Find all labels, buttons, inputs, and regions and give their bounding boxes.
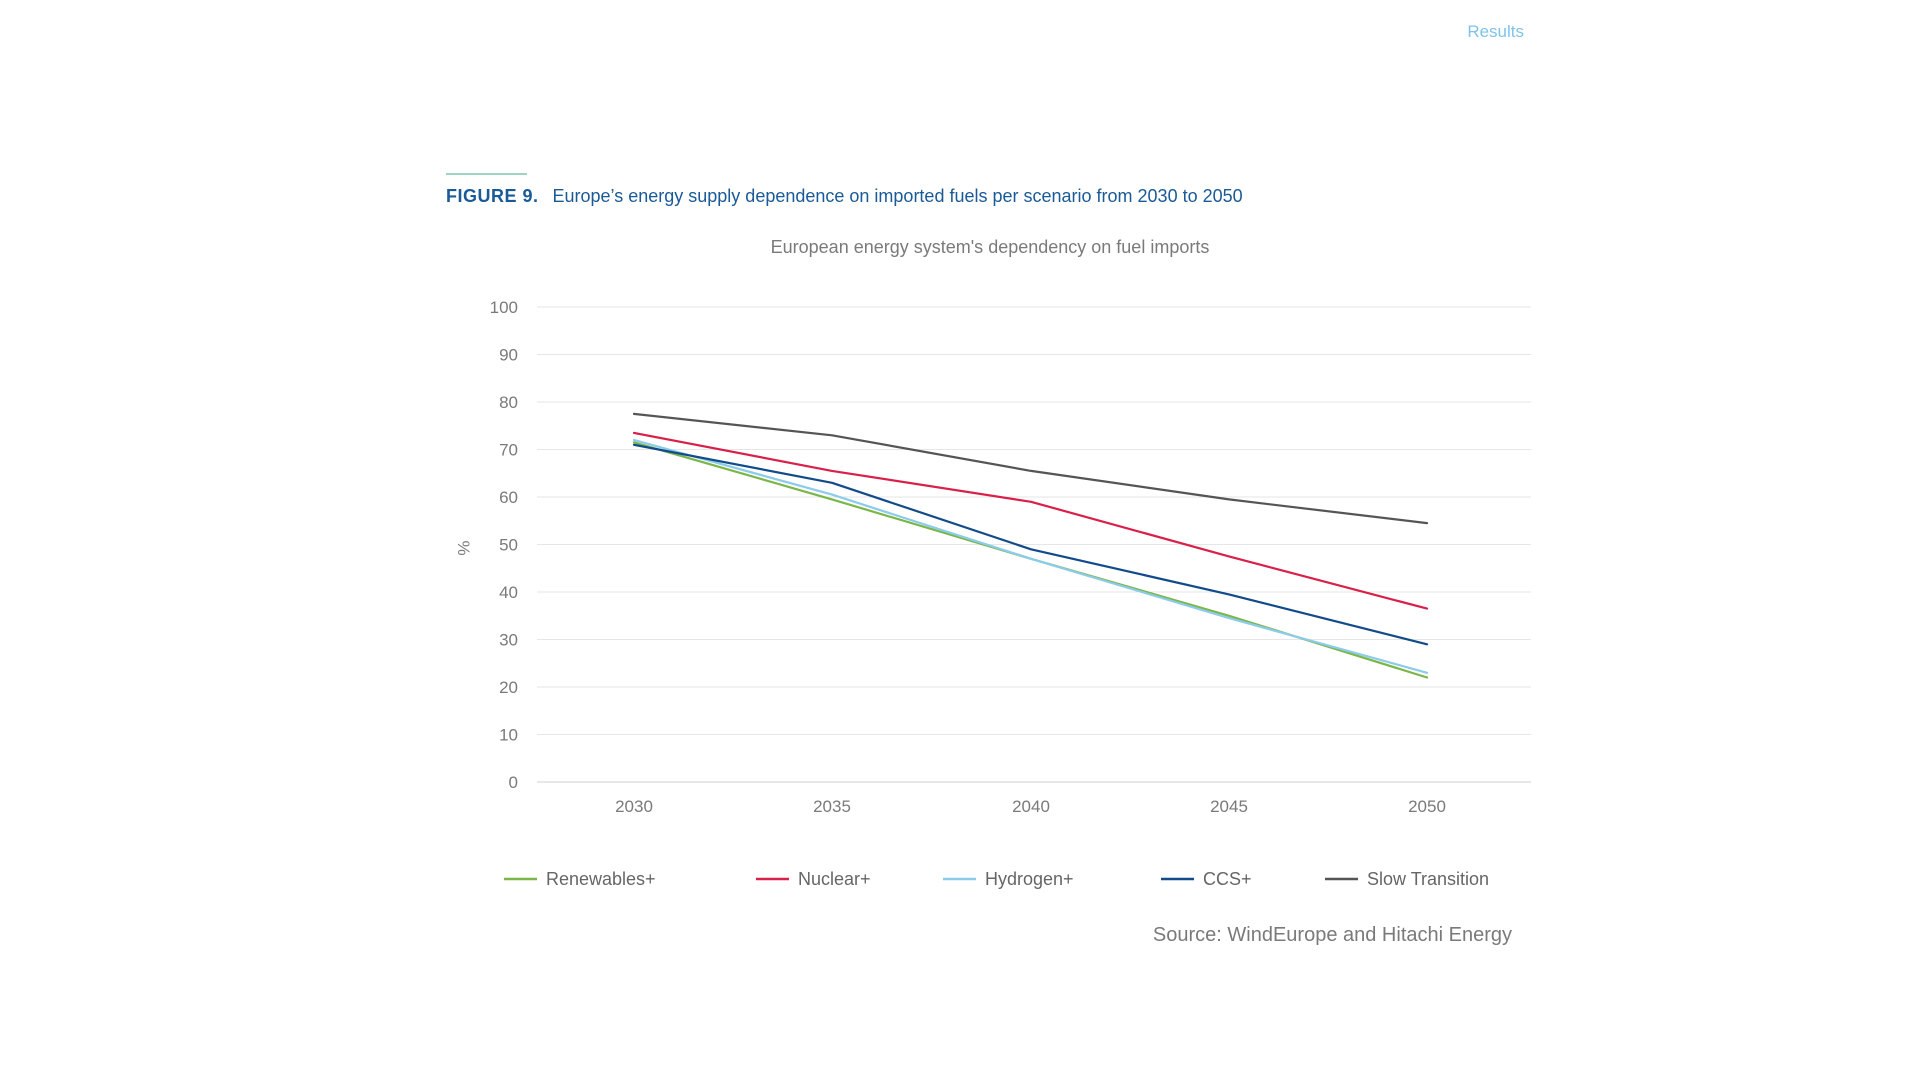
grid-layer xyxy=(537,306,1531,783)
legend-label: Slow Transition xyxy=(1367,869,1489,889)
x-tick-labels: 2030 2035 2040 2045 2050 xyxy=(615,797,1446,816)
x-tick-label: 2040 xyxy=(1012,797,1050,816)
series-line-hydrogen xyxy=(632,438,1429,674)
y-tick-label: 60 xyxy=(499,488,518,507)
figure-caption-text: Europe’s energy supply dependence on imp… xyxy=(552,186,1243,206)
source-note: Source: WindEurope and Hitachi Energy xyxy=(1152,924,1512,946)
y-tick-label: 20 xyxy=(499,678,518,697)
y-tick-label: 0 xyxy=(509,773,518,792)
figure-number: FIGURE 9. xyxy=(446,186,539,206)
legend-label: Nuclear+ xyxy=(798,869,871,889)
section-label: Results xyxy=(1467,22,1524,41)
legend-item-renewables: Renewables+ xyxy=(504,869,656,889)
chart-title: European energy system's dependency on f… xyxy=(771,237,1210,257)
legend-label: Hydrogen+ xyxy=(985,869,1074,889)
figure-caption: FIGURE 9. Europe’s energy supply dependen… xyxy=(446,186,1243,207)
x-tick-label: 2050 xyxy=(1408,797,1446,816)
y-tick-label: 40 xyxy=(499,583,518,602)
x-tick-label: 2030 xyxy=(615,797,653,816)
y-tick-label: 50 xyxy=(499,536,518,555)
legend-item-nuclear: Nuclear+ xyxy=(756,869,871,889)
legend-item-slow-transition: Slow Transition xyxy=(1325,869,1489,889)
legend-item-ccs: CCS+ xyxy=(1161,869,1252,889)
y-tick-label: 90 xyxy=(499,346,518,365)
figure-rule xyxy=(446,173,527,175)
x-tick-label: 2045 xyxy=(1210,797,1248,816)
series-line-ccs xyxy=(632,443,1429,646)
legend-label: CCS+ xyxy=(1203,869,1252,889)
y-tick-label: 30 xyxy=(499,631,518,650)
series-line-nuclear xyxy=(632,431,1429,610)
legend-item-hydrogen: Hydrogen+ xyxy=(943,869,1074,889)
series-layer xyxy=(632,412,1429,679)
series-line-slow-transition xyxy=(632,412,1429,525)
y-tick-label: 100 xyxy=(490,298,518,317)
series-line-renewables xyxy=(632,441,1429,679)
legend: Renewables+ Nuclear+ Hydrogen+ CCS+ Slow Tra… xyxy=(504,869,1489,889)
y-tick-labels: 0 10 20 30 40 50 60 70 80 90 100 xyxy=(490,298,518,792)
x-tick-label: 2035 xyxy=(813,797,851,816)
y-tick-label: 70 xyxy=(499,441,518,460)
legend-label: Renewables+ xyxy=(546,869,656,889)
y-tick-label: 10 xyxy=(499,726,518,745)
y-axis-label: % xyxy=(454,540,473,555)
y-tick-label: 80 xyxy=(499,393,518,412)
